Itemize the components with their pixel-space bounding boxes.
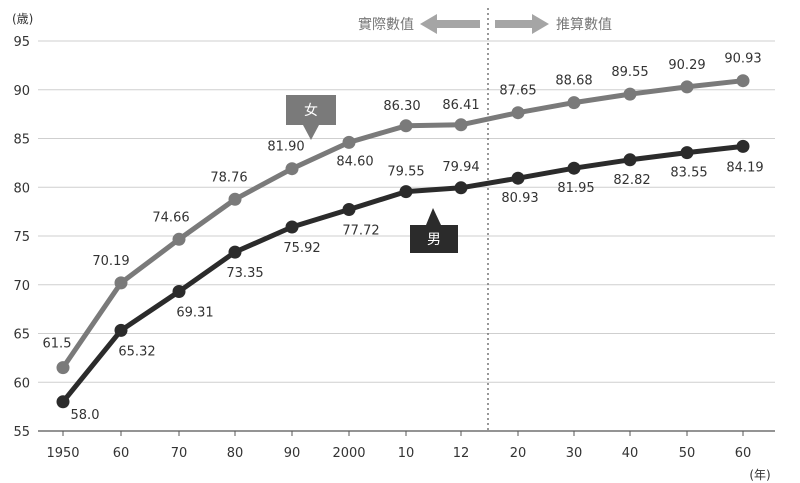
data-point-0-4 bbox=[285, 162, 299, 176]
data-label-0-3: 78.76 bbox=[210, 170, 247, 185]
data-label-1-0: 58.0 bbox=[71, 408, 100, 423]
x-tick-label-4: 90 bbox=[284, 446, 301, 461]
x-tick-label-6: 10 bbox=[398, 446, 415, 461]
data-point-0-3 bbox=[228, 192, 242, 206]
series-callouts: 女男 bbox=[286, 95, 458, 253]
projected-values-label: 推算數值 bbox=[556, 17, 612, 33]
data-label-1-4: 75.92 bbox=[283, 241, 320, 256]
data-point-0-8 bbox=[511, 106, 525, 120]
x-tick-label-12: 60 bbox=[735, 446, 752, 461]
y-unit-label: (歳) bbox=[12, 12, 33, 26]
arrow-left-icon bbox=[420, 14, 480, 34]
y-tick-label-65: 65 bbox=[13, 328, 30, 343]
data-label-1-8: 80.93 bbox=[501, 191, 538, 206]
callout-pointer-0 bbox=[303, 125, 319, 140]
x-tick-label-8: 20 bbox=[510, 446, 527, 461]
data-point-1-11 bbox=[680, 146, 694, 160]
y-axis: 55 60 65 70 75 80 85 90 95 (歳) bbox=[12, 12, 33, 440]
x-tick-label-0: 1950 bbox=[46, 446, 79, 461]
data-label-0-0: 61.5 bbox=[43, 337, 72, 352]
data-label-0-7: 86.41 bbox=[442, 98, 479, 113]
data-point-0-1 bbox=[114, 276, 128, 290]
data-point-1-8 bbox=[511, 171, 525, 185]
data-point-1-5 bbox=[342, 203, 356, 216]
data-label-0-10: 89.55 bbox=[611, 65, 648, 80]
data-point-1-7 bbox=[454, 181, 468, 195]
x-tick-label-9: 30 bbox=[566, 446, 583, 461]
data-label-0-2: 74.66 bbox=[152, 210, 189, 225]
data-label-1-5: 77.72 bbox=[342, 223, 379, 238]
data-point-0-2 bbox=[172, 232, 186, 246]
data-point-1-10 bbox=[623, 153, 637, 167]
data-label-0-12: 90.93 bbox=[724, 52, 761, 67]
data-labels: 61.5 70.19 74.66 78.76 81.90 84.60 86.30 86.41 8… bbox=[43, 52, 764, 423]
y-tick-label-55: 55 bbox=[13, 425, 30, 440]
x-tick-label-2: 70 bbox=[171, 446, 188, 461]
y-tick-label-75: 75 bbox=[13, 230, 30, 245]
data-point-0-7 bbox=[454, 118, 468, 132]
data-label-0-4: 81.90 bbox=[267, 140, 304, 155]
callout-box-0 bbox=[286, 95, 336, 125]
data-point-0-9 bbox=[567, 96, 581, 110]
x-tick-label-7: 12 bbox=[453, 446, 470, 461]
data-point-1-12 bbox=[736, 139, 750, 153]
data-point-0-10 bbox=[623, 87, 637, 101]
x-unit-label: (年) bbox=[749, 468, 770, 482]
data-label-1-1: 65.32 bbox=[118, 344, 155, 359]
data-point-1-0 bbox=[56, 395, 70, 409]
data-label-0-1: 70.19 bbox=[92, 254, 129, 269]
data-point-0-5 bbox=[342, 135, 356, 149]
data-point-1-2 bbox=[172, 285, 186, 298]
data-point-0-11 bbox=[680, 80, 694, 94]
x-tick-label-11: 50 bbox=[679, 446, 696, 461]
data-label-1-3: 73.35 bbox=[226, 266, 263, 281]
y-tick-label-90: 90 bbox=[13, 84, 30, 99]
callout-label-1: 男 bbox=[427, 232, 441, 248]
data-point-0-0 bbox=[56, 361, 70, 375]
data-label-1-6: 79.55 bbox=[387, 165, 424, 180]
y-tick-label-70: 70 bbox=[13, 279, 30, 294]
x-tick-label-10: 40 bbox=[622, 446, 639, 461]
x-tick-label-5: 2000 bbox=[332, 446, 365, 461]
data-point-0-12 bbox=[736, 74, 750, 88]
data-label-1-10: 82.82 bbox=[613, 173, 650, 188]
data-label-0-5: 84.60 bbox=[336, 154, 373, 169]
x-axis: 1950 60 70 80 90 2000 10 12 20 30 40 50 60 (年) bbox=[46, 431, 771, 482]
data-label-0-9: 88.68 bbox=[555, 74, 592, 89]
data-label-1-2: 69.31 bbox=[176, 305, 213, 320]
data-point-1-6 bbox=[399, 185, 413, 199]
callout-pointer-1 bbox=[426, 208, 441, 225]
data-label-1-11: 83.55 bbox=[670, 166, 707, 181]
y-tick-label-95: 95 bbox=[13, 35, 30, 50]
y-tick-label-80: 80 bbox=[13, 181, 30, 196]
series-group bbox=[56, 74, 750, 409]
x-tick-label-3: 80 bbox=[227, 446, 244, 461]
y-tick-label-85: 85 bbox=[13, 133, 30, 148]
data-label-0-11: 90.29 bbox=[668, 58, 705, 73]
data-point-1-1 bbox=[114, 323, 128, 337]
data-point-0-6 bbox=[399, 119, 413, 133]
data-point-1-9 bbox=[567, 161, 581, 175]
data-label-0-8: 87.65 bbox=[499, 84, 536, 99]
data-label-1-7: 79.94 bbox=[442, 160, 479, 175]
data-point-1-3 bbox=[228, 245, 242, 259]
actual-values-label: 實際數值 bbox=[358, 16, 414, 33]
x-tick-label-1: 60 bbox=[113, 446, 130, 461]
arrow-right-icon bbox=[495, 14, 549, 34]
callout-box-1 bbox=[410, 225, 458, 253]
callout-label-0: 女 bbox=[304, 102, 318, 119]
phase-annotations: 實際數值 推算數值 bbox=[358, 14, 612, 34]
data-label-0-6: 86.30 bbox=[383, 99, 420, 114]
data-label-1-12: 84.19 bbox=[726, 160, 763, 175]
data-label-1-9: 81.95 bbox=[557, 181, 594, 196]
data-point-1-4 bbox=[285, 220, 299, 234]
y-tick-label-60: 60 bbox=[13, 376, 30, 391]
